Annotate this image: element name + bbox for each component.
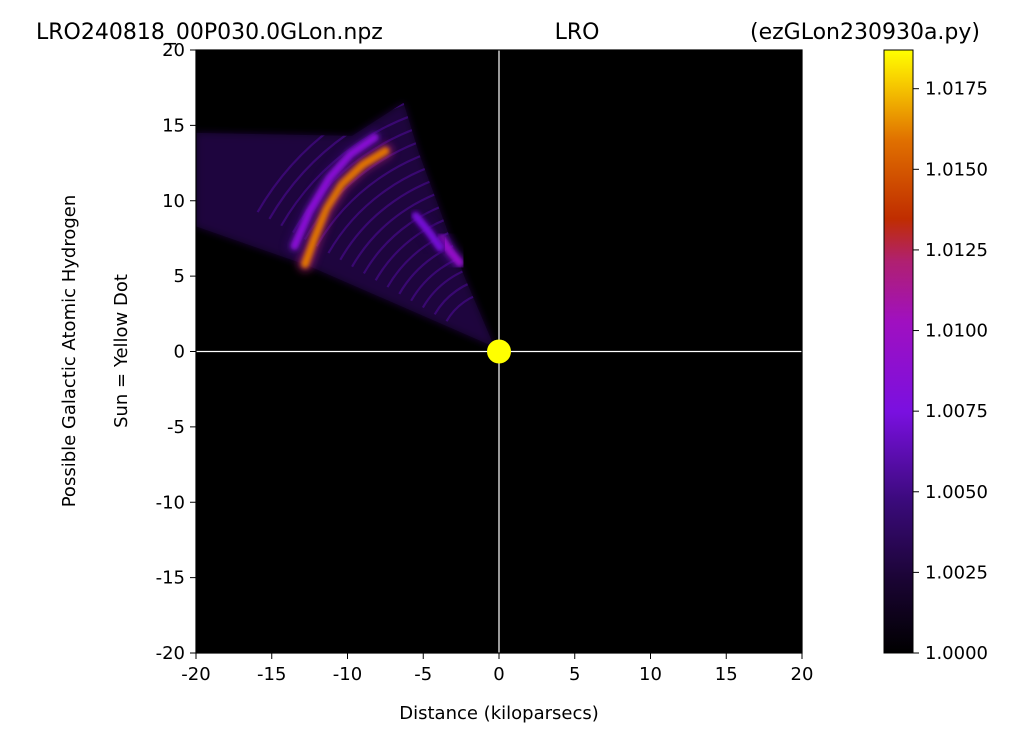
y-axis-label-line2: Sun = Yellow Dot — [111, 274, 132, 428]
y-tick-label: -20 — [156, 643, 185, 664]
title-left: LRO240818_00P030.0GLon.npz — [36, 20, 383, 45]
colorbar-tick-label: 1.0150 — [925, 159, 988, 180]
title-center: LRO — [555, 20, 600, 45]
sun-dot — [487, 339, 511, 364]
arm-core-3 — [411, 211, 444, 252]
x-tick-label: -10 — [333, 664, 362, 685]
emission-map — [196, 102, 495, 347]
x-tick-label: 5 — [569, 664, 580, 685]
colorbar — [883, 49, 914, 654]
x-tick-label: -20 — [181, 664, 210, 685]
y-tick-label: -10 — [156, 492, 185, 513]
arm-core-1 — [290, 133, 379, 250]
y-tick-label: 10 — [162, 191, 185, 212]
x-tick-label: -15 — [257, 664, 286, 685]
y-tick-label: -5 — [167, 417, 185, 438]
x-tick-label: 0 — [493, 664, 504, 685]
y-tick-label: 0 — [174, 342, 185, 363]
colorbar-tick-label: 1.0100 — [925, 321, 988, 342]
x-tick-label: 15 — [715, 664, 738, 685]
colorbar-tick-label: 1.0025 — [925, 562, 988, 583]
colorbar-tick-label: 1.0075 — [925, 401, 988, 422]
colorbar-tick-label: 1.0125 — [925, 240, 988, 261]
y-tick-label: 5 — [174, 266, 185, 287]
colorbar-tick-label: 1.0175 — [925, 79, 988, 100]
y-axis: -20 -15 -10 -5 0 5 10 15 20 — [156, 40, 196, 664]
colorbar-axis: 1.0000 1.0025 1.0050 1.0075 1.0100 1.0125 1.01… — [913, 79, 988, 664]
x-axis: -20 -15 -10 -5 0 5 10 15 20 — [181, 653, 813, 685]
arm-core-0 — [301, 147, 390, 269]
x-tick-label: 10 — [639, 664, 662, 685]
x-axis-label: Distance (kiloparsecs) — [399, 703, 599, 724]
colorbar-tick-label: 1.0050 — [925, 482, 988, 503]
y-tick-label: 15 — [162, 115, 185, 136]
x-tick-label: -5 — [414, 664, 432, 685]
colorbar-tick-label: 1.0000 — [925, 643, 988, 664]
y-axis-label-line1: Possible Galactic Atomic Hydrogen — [59, 195, 80, 508]
y-tick-label: 20 — [162, 40, 185, 61]
emission-wedge-fill — [196, 102, 495, 347]
title-right: (ezGLon230930a.py) — [750, 20, 980, 45]
y-tick-label: -15 — [156, 568, 185, 589]
emission-wedge-base — [196, 102, 495, 347]
x-tick-label: 20 — [791, 664, 814, 685]
